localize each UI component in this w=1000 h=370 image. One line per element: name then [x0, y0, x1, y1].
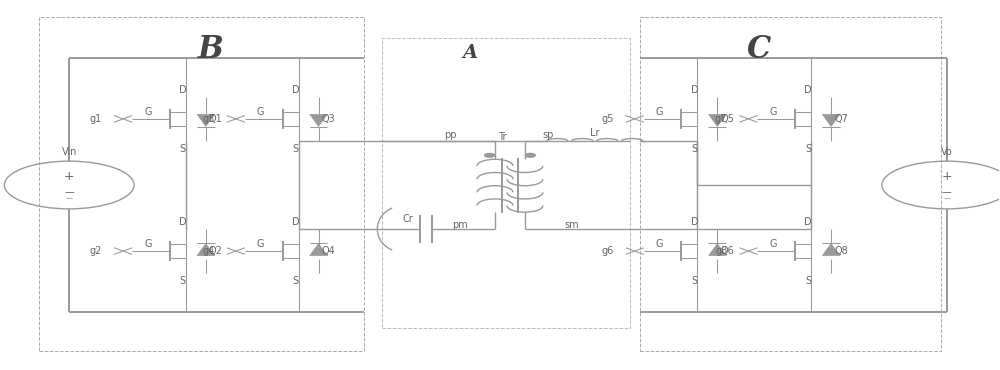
- Text: D: D: [292, 85, 299, 95]
- Text: G: G: [656, 107, 663, 117]
- Polygon shape: [197, 114, 215, 127]
- Text: S: S: [805, 144, 811, 154]
- Text: S: S: [805, 276, 811, 286]
- Polygon shape: [197, 243, 215, 256]
- Text: D: D: [292, 218, 299, 228]
- Text: —: —: [943, 195, 950, 201]
- Text: —: —: [64, 186, 74, 196]
- Text: S: S: [293, 144, 299, 154]
- Text: Q8: Q8: [834, 246, 848, 256]
- Text: g7: g7: [715, 114, 727, 124]
- Text: —: —: [942, 186, 952, 196]
- Bar: [640, 17, 941, 351]
- Text: G: G: [257, 107, 264, 117]
- Text: Tr: Tr: [498, 132, 506, 142]
- Bar: [39, 17, 364, 351]
- Text: sm: sm: [564, 220, 579, 230]
- Text: S: S: [180, 144, 186, 154]
- Text: g5: g5: [601, 114, 614, 124]
- Polygon shape: [310, 114, 327, 127]
- Text: Vin: Vin: [62, 147, 77, 157]
- Text: S: S: [691, 276, 698, 286]
- Text: A: A: [463, 44, 478, 62]
- Text: G: G: [144, 239, 152, 249]
- Text: pp: pp: [444, 130, 456, 141]
- Circle shape: [525, 154, 535, 157]
- Text: G: G: [769, 107, 777, 117]
- Text: —: —: [66, 195, 73, 201]
- Text: g3: g3: [203, 114, 215, 124]
- Text: Q2: Q2: [209, 246, 223, 256]
- Text: D: D: [691, 218, 698, 228]
- Bar: [382, 38, 630, 328]
- Polygon shape: [822, 114, 840, 127]
- Text: Q6: Q6: [720, 246, 734, 256]
- Polygon shape: [708, 243, 726, 256]
- Text: S: S: [293, 276, 299, 286]
- Text: G: G: [769, 239, 777, 249]
- Text: g8: g8: [715, 246, 727, 256]
- Text: g2: g2: [90, 246, 102, 256]
- Text: g1: g1: [90, 114, 102, 124]
- Text: D: D: [179, 85, 187, 95]
- Text: G: G: [144, 107, 152, 117]
- Text: Lr: Lr: [590, 128, 599, 138]
- Text: pm: pm: [452, 220, 468, 230]
- Text: D: D: [804, 218, 812, 228]
- Text: C: C: [747, 34, 771, 65]
- Text: Q7: Q7: [834, 114, 848, 124]
- Text: Vo: Vo: [941, 147, 953, 157]
- Text: sp: sp: [542, 130, 554, 141]
- Text: Q3: Q3: [322, 114, 335, 124]
- Polygon shape: [822, 243, 840, 256]
- Text: +: +: [64, 171, 75, 184]
- Text: +: +: [941, 171, 952, 184]
- Text: D: D: [691, 85, 698, 95]
- Text: B: B: [198, 34, 224, 65]
- Text: g6: g6: [601, 246, 614, 256]
- Text: Q4: Q4: [322, 246, 335, 256]
- Text: G: G: [257, 239, 264, 249]
- Text: Q1: Q1: [209, 114, 223, 124]
- Circle shape: [485, 154, 495, 157]
- Polygon shape: [708, 114, 726, 127]
- Text: Q5: Q5: [720, 114, 734, 124]
- Text: D: D: [804, 85, 812, 95]
- Text: G: G: [656, 239, 663, 249]
- Text: D: D: [179, 218, 187, 228]
- Text: g4: g4: [203, 246, 215, 256]
- Polygon shape: [310, 243, 327, 256]
- Text: S: S: [180, 276, 186, 286]
- Text: Cr: Cr: [403, 214, 414, 224]
- Text: S: S: [691, 144, 698, 154]
